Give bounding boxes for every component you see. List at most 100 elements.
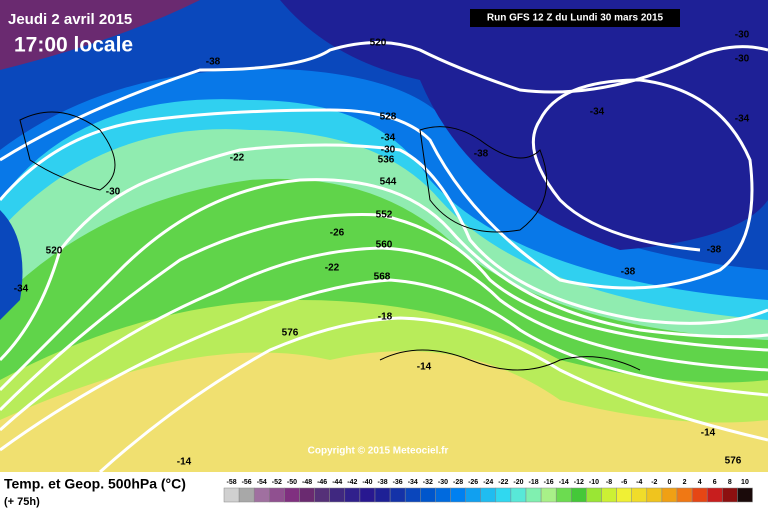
legend-label: -14	[559, 479, 569, 486]
legend-label: -56	[242, 479, 252, 486]
map-label: 576	[282, 328, 299, 339]
legend-swatch	[404, 487, 421, 503]
legend-swatch	[601, 487, 617, 503]
run-box	[470, 9, 680, 27]
legend-swatch	[540, 487, 557, 503]
legend-swatch	[510, 487, 527, 503]
legend-swatch	[344, 487, 361, 503]
legend-swatch	[571, 487, 587, 503]
legend-swatch	[420, 487, 436, 503]
legend-label: -32	[423, 479, 433, 486]
legend-swatch	[555, 487, 572, 503]
zone-purple	[0, 0, 200, 70]
legend-label: -44	[332, 479, 342, 486]
date: Jeudi 2 avril 2015	[8, 11, 132, 28]
legend-label: 8	[728, 479, 732, 486]
legend-label: -12	[574, 479, 584, 486]
legend-label: 2	[683, 479, 687, 486]
legend-label: -22	[498, 479, 508, 486]
legend-swatch	[661, 487, 678, 503]
legend-label: -46	[317, 479, 327, 486]
footer-lead: (+ 75h)	[4, 496, 40, 508]
zone-west	[0, 210, 23, 320]
legend-label: -58	[226, 479, 236, 486]
legend-label: -18	[528, 479, 538, 486]
legend-swatch	[435, 487, 451, 503]
legend-label: 6	[713, 479, 717, 486]
map-label: -34	[14, 284, 29, 295]
legend-swatch	[223, 487, 240, 503]
legend-label: -50	[287, 479, 297, 486]
map-label: 576	[725, 456, 742, 467]
legend-swatch	[389, 487, 406, 503]
zone-navy	[280, 0, 768, 250]
legend-swatch	[525, 487, 542, 503]
legend-label: -42	[347, 479, 357, 486]
map-label: -34	[590, 107, 605, 118]
legend-label: 0	[667, 479, 671, 486]
legend-swatch	[586, 487, 602, 503]
legend-label: 10	[741, 479, 749, 486]
footer-title: Temp. et Geop. 500hPa (°C)	[4, 476, 186, 492]
legend-swatch	[691, 487, 708, 503]
legend-label: -10	[589, 479, 599, 486]
map-label: 560	[376, 240, 393, 251]
legend-swatch	[238, 487, 255, 503]
legend-label: -26	[468, 479, 478, 486]
legend-label: -16	[544, 479, 554, 486]
map-label: -38	[474, 149, 489, 160]
legend-label: 4	[698, 479, 702, 486]
legend-label: -6	[621, 479, 627, 486]
map-label: -22	[230, 153, 245, 164]
legend-swatch	[284, 487, 300, 503]
map-label: -30	[735, 54, 750, 65]
legend-label: -54	[257, 479, 267, 486]
legend-label: -28	[453, 479, 463, 486]
legend-swatch	[253, 487, 270, 503]
legend-swatch	[359, 487, 376, 503]
map-label: 536	[378, 155, 395, 166]
legend-swatch	[450, 487, 466, 503]
legend-label: -24	[483, 479, 493, 486]
map-label: 528	[380, 112, 397, 123]
legend-swatch	[329, 487, 346, 503]
map-label: -14	[417, 362, 432, 373]
map-label: -18	[378, 312, 393, 323]
copyright: Copyright © 2015 Meteociel.fr	[308, 446, 449, 457]
map-label: -38	[206, 57, 221, 68]
legend-label: -2	[651, 479, 657, 486]
legend-label: -40	[362, 479, 372, 486]
legend-swatch	[495, 487, 512, 503]
map-label: -22	[325, 263, 340, 274]
legend-label: -20	[513, 479, 523, 486]
legend-swatch	[269, 487, 285, 503]
map-label: -38	[621, 267, 636, 278]
legend-label: -34	[408, 479, 418, 486]
legend-swatch	[616, 487, 632, 503]
map-label: -14	[177, 457, 192, 468]
legend-swatch	[646, 487, 663, 503]
legend-swatch	[631, 487, 648, 503]
legend-label: -38	[377, 479, 387, 486]
legend-swatch	[299, 487, 315, 503]
legend-swatch	[374, 487, 391, 503]
map-label: 544	[380, 177, 397, 188]
legend-label: -30	[438, 479, 448, 486]
legend-label: -36	[393, 479, 403, 486]
legend-swatch	[465, 487, 481, 503]
map-label: -30	[381, 145, 396, 156]
time: 17:00 locale	[14, 34, 133, 57]
legend-label: -8	[606, 479, 612, 486]
legend-swatch	[737, 487, 753, 503]
run: Run GFS 12 Z du Lundi 30 mars 2015	[487, 13, 664, 24]
map-label: 552	[376, 210, 393, 221]
map-label: -14	[701, 428, 716, 439]
legend-swatch	[722, 487, 738, 503]
map-label: -30	[735, 30, 750, 41]
legend-swatch	[706, 487, 723, 503]
map-label: 520	[46, 246, 63, 257]
map-label: -30	[106, 187, 121, 198]
legend-label: -48	[302, 479, 312, 486]
